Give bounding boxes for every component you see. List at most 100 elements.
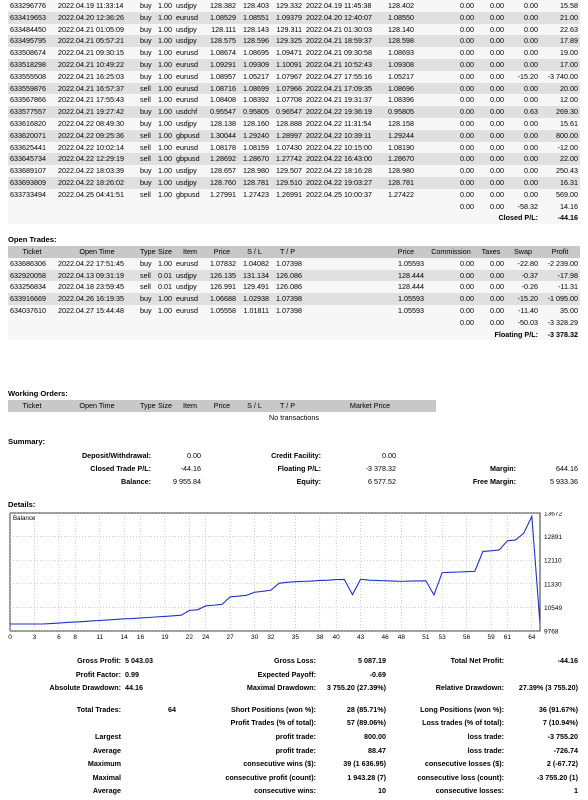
closed-sl-cell: 1.28670 xyxy=(238,153,271,166)
closed-close-price-cell: 1.08190 xyxy=(386,141,426,154)
closed-size-cell: 1.00 xyxy=(156,23,174,36)
closed-trade-row: 633419653 2022.04.20 12:36:26 buy 1.00 eurus… xyxy=(8,11,580,24)
balance-value: 9 955.84 xyxy=(173,477,201,486)
closed-tp-cell: 1.26991 xyxy=(271,188,304,201)
closed-commission-cell: 0.00 xyxy=(426,0,476,12)
closed-close-time-cell: 2022.04.22 18:16:28 xyxy=(304,165,386,177)
closed-trade-row: 633620071 2022.04.22 09:25:36 sell 1.00 gbpu… xyxy=(8,129,580,142)
x-tick-label: 0 xyxy=(8,634,12,641)
x-tick-label: 59 xyxy=(487,634,495,641)
open-size-cell: 0.01 xyxy=(156,269,174,282)
open-ticket-cell: 633916669 xyxy=(8,293,56,305)
open-size-cell: 1.00 xyxy=(156,257,174,270)
closed-size-cell: 1.00 xyxy=(156,117,174,130)
closed-taxes-cell: 0.00 xyxy=(476,82,506,95)
closed-swap-cell: 0.00 xyxy=(506,58,540,71)
closed-trade-row: 633689107 2022.04.22 18:03:39 buy 1.00 usdjp… xyxy=(8,165,580,177)
open-trade-row: 632920058 2022.04.13 09:31:19 sell 0.01 usdj… xyxy=(8,269,580,282)
x-tick-label: 32 xyxy=(267,634,275,641)
closed-tp-cell: 0.96547 xyxy=(271,106,304,118)
x-tick-label: 48 xyxy=(398,634,406,641)
closed-item-cell: eurusd xyxy=(174,82,206,95)
closed-profit-cell: 21.00 xyxy=(540,11,580,24)
open-trades-header: Ticket Open Time Type Size Item Price S … xyxy=(8,246,580,258)
closed-open-time-cell: 2022.04.22 09:25:36 xyxy=(56,129,138,142)
closed-ticket-cell: 633296776 xyxy=(8,0,56,12)
margin-label: Margin: xyxy=(490,464,516,473)
loss-trades-value: 7 (10.94%) xyxy=(542,718,578,728)
closed-size-cell: 1.00 xyxy=(156,58,174,71)
closed-taxes-total: 0.00 xyxy=(476,200,506,213)
open-cur-price-cell: 1.05593 xyxy=(386,257,426,270)
balance-label: Balance: xyxy=(121,477,151,486)
total-net-label: Total Net Profit: xyxy=(450,656,504,665)
closed-swap-cell: 0.00 xyxy=(506,0,540,12)
closed-trade-row: 633577557 2022.04.21 19:27:42 buy 1.00 usdch… xyxy=(8,106,580,118)
closed-price-cell: 1.28692 xyxy=(206,153,238,166)
closed-close-price-cell: 128.402 xyxy=(386,0,426,12)
closed-size-cell: 1.00 xyxy=(156,176,174,189)
summary-title: Summary: xyxy=(8,437,46,446)
avg-cons-wins-label: consecutive wins: xyxy=(254,786,316,796)
open-price-cell: 126.991 xyxy=(206,281,238,294)
closed-type-cell: buy xyxy=(138,117,156,130)
closed-close-price-cell: 1.08550 xyxy=(386,11,426,24)
avg-loss-label: loss trade: xyxy=(467,745,504,755)
closed-commission-cell: 0.00 xyxy=(426,176,476,189)
y-tick-label: 13672 xyxy=(544,512,562,518)
closed-swap-cell: 0.00 xyxy=(506,188,540,201)
closed-swap-cell: 0.00 xyxy=(506,153,540,166)
closed-profit-cell: 22.63 xyxy=(540,23,580,36)
open-item-cell: eurusd xyxy=(174,304,206,317)
loss-trades-label: Loss trades (% of total): xyxy=(422,718,504,728)
closed-profit-cell: -3 740.00 xyxy=(540,70,580,83)
closed-tp-cell: 1.10091 xyxy=(271,58,304,71)
closed-profit-total: 14.16 xyxy=(540,200,580,213)
y-tick-label: 11330 xyxy=(544,581,562,588)
open-taxes-cell: 0.00 xyxy=(476,304,506,317)
closed-taxes-cell: 0.00 xyxy=(476,106,506,118)
closed-item-cell: usdjpy xyxy=(174,176,206,189)
wo-col-size: Size xyxy=(156,400,174,412)
open-profit-cell: -17.98 xyxy=(540,269,580,282)
closed-tp-cell: 1.09379 xyxy=(271,11,304,24)
avg-profit-value: 88.47 xyxy=(368,745,386,755)
closed-taxes-cell: 0.00 xyxy=(476,11,506,24)
floating-pl-row: Floating P/L: -3 378.32 xyxy=(8,328,580,341)
profit-trades-value: 57 (89.06%) xyxy=(346,718,386,728)
open-open-time-cell: 2022.04.18 23:59:45 xyxy=(56,281,138,294)
closed-type-cell: sell xyxy=(138,129,156,142)
closed-trade-row: 633555508 2022.04.21 16:25:03 buy 1.00 eurus… xyxy=(8,70,580,83)
col-item: Item xyxy=(174,246,206,258)
expected-payoff-value: -0.69 xyxy=(369,669,386,679)
open-totals-row: 0.00 0.00 -50.03 -3 328.29 xyxy=(8,316,580,329)
closed-swap-total: -58.32 xyxy=(506,200,540,213)
closed-commission-cell: 0.00 xyxy=(426,23,476,36)
col-sl: S / L xyxy=(238,246,271,258)
open-ticket-cell: 632920058 xyxy=(8,269,56,282)
y-tick-label: 12110 xyxy=(544,558,562,565)
closed-close-price-cell: 1.08396 xyxy=(386,94,426,107)
closed-commission-total: 0.00 xyxy=(426,200,476,213)
open-taxes-cell: 0.00 xyxy=(476,257,506,270)
closed-type-cell: buy xyxy=(138,35,156,48)
free-margin-value: 5 933.36 xyxy=(550,477,578,486)
closed-price-cell: 128.111 xyxy=(206,23,238,36)
x-tick-label: 14 xyxy=(121,634,129,641)
closed-trade-row: 633567866 2022.04.21 17:55:43 sell 1.00 euru… xyxy=(8,94,580,107)
closed-pl-label: Closed P/L: xyxy=(476,212,540,225)
maximal-loss-value: -3 755.20 (1) xyxy=(536,772,578,782)
x-tick-label: 43 xyxy=(357,634,365,641)
closed-close-time-cell: 2022.04.21 10:52:43 xyxy=(304,58,386,71)
open-trades-title: Open Trades: xyxy=(8,235,57,244)
closed-pl-value: -44.16 xyxy=(540,212,580,225)
x-tick-label: 16 xyxy=(137,634,145,641)
closed-close-price-cell: 1.27422 xyxy=(386,188,426,201)
chart-title: Balance xyxy=(13,515,36,522)
equity-label: Equity: xyxy=(296,477,321,486)
closed-close-price-cell: 1.29244 xyxy=(386,129,426,142)
closed-commission-cell: 0.00 xyxy=(426,58,476,71)
maximal-label: Maximal xyxy=(92,772,121,782)
closed-ticket-cell: 633625441 xyxy=(8,141,56,154)
closed-type-cell: sell xyxy=(138,94,156,107)
